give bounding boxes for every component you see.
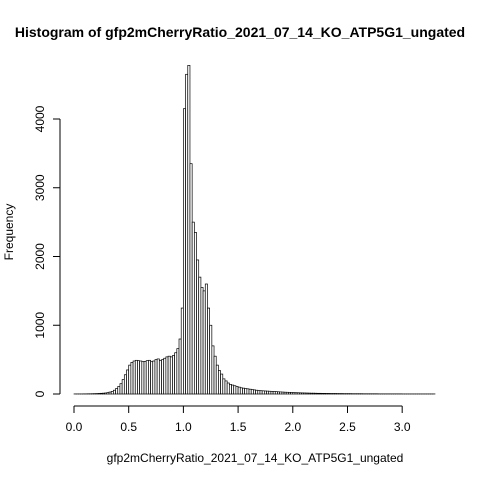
x-axis-tick-label: 0.0 xyxy=(66,420,83,434)
y-axis-tick-label: 0 xyxy=(33,390,47,397)
y-axis-tick-label: 2000 xyxy=(33,243,47,270)
x-axis-tick-label: 3.0 xyxy=(394,420,411,434)
x-axis: 0.0 0.5 1.0 1.5 2.0 2.5 3.0 xyxy=(66,405,411,434)
histogram-bars xyxy=(73,65,436,395)
x-axis-tick-label: 0.5 xyxy=(120,420,137,434)
y-axis-tick-label: 4000 xyxy=(33,105,47,132)
y-axis-tick-label: 1000 xyxy=(33,312,47,339)
y-axis-tick-label: 3000 xyxy=(33,174,47,201)
x-axis-tick-label: 1.5 xyxy=(230,420,247,434)
y-axis-label: Frequency xyxy=(2,204,16,261)
x-axis-tick-label: 1.0 xyxy=(175,420,192,434)
x-axis-tick-label: 2.5 xyxy=(339,420,356,434)
y-axis: 0 1000 2000 3000 4000 xyxy=(33,105,61,397)
x-axis-label: gfp2mCherryRatio_2021_07_14_KO_ATP5G1_un… xyxy=(107,451,404,465)
x-axis-tick-label: 2.0 xyxy=(284,420,301,434)
chart-title: Histogram of gfp2mCherryRatio_2021_07_14… xyxy=(15,24,465,40)
